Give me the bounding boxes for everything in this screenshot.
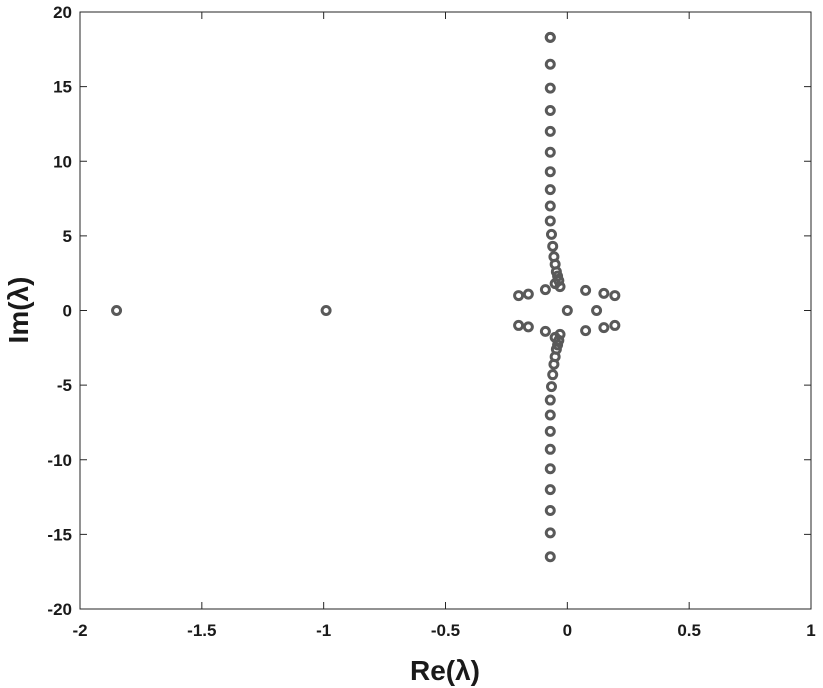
- data-point: [554, 328, 566, 340]
- x-axis-label: Re(λ): [410, 655, 480, 686]
- x-tick-label: 1: [806, 621, 815, 640]
- y-tick-label: -20: [47, 600, 72, 619]
- y-tick-label: 10: [53, 152, 72, 171]
- data-point: [320, 305, 332, 316]
- data-point: [522, 321, 534, 333]
- data-point: [609, 290, 621, 302]
- data-points: [111, 31, 621, 563]
- x-tick-label: 0: [563, 621, 572, 640]
- y-tick-label: 15: [53, 78, 72, 97]
- data-point: [544, 215, 556, 227]
- data-point: [580, 325, 592, 337]
- data-point: [544, 125, 556, 137]
- data-point: [544, 166, 556, 178]
- data-point: [544, 443, 556, 455]
- y-tick-label: 5: [63, 227, 72, 246]
- data-point: [547, 240, 559, 252]
- data-point: [544, 551, 556, 563]
- data-point: [522, 288, 534, 300]
- data-point: [545, 381, 557, 393]
- y-tick-label: -15: [47, 525, 72, 544]
- data-point: [580, 284, 592, 296]
- data-point: [598, 287, 610, 299]
- data-point: [544, 504, 556, 516]
- data-point: [111, 305, 123, 316]
- y-tick-label: -10: [47, 451, 72, 470]
- x-tick-label: -1.5: [187, 621, 216, 640]
- data-point: [591, 305, 603, 316]
- y-axis-ticks: 20 15 10 5 0 -5 -10 -15 -20: [47, 3, 811, 619]
- data-point: [544, 146, 556, 158]
- x-tick-label: -1: [316, 621, 331, 640]
- data-point: [544, 394, 556, 406]
- y-tick-label: -5: [57, 376, 72, 395]
- x-tick-label: -2: [72, 621, 87, 640]
- data-point: [544, 105, 556, 117]
- x-axis-ticks: -2 -1.5 -1 -0.5 0 0.5 1: [72, 12, 816, 640]
- data-point: [609, 319, 621, 331]
- data-point: [554, 281, 566, 293]
- data-point: [544, 425, 556, 437]
- data-point: [544, 200, 556, 212]
- y-axis-label: Im(λ): [3, 277, 34, 344]
- data-point: [544, 184, 556, 196]
- data-point: [544, 409, 556, 421]
- data-point: [598, 322, 610, 334]
- data-point: [544, 58, 556, 70]
- data-point: [539, 325, 551, 337]
- y-tick-label: 20: [53, 3, 72, 22]
- data-point: [513, 290, 525, 302]
- x-tick-label: 0.5: [677, 621, 701, 640]
- plot-area: [79, 11, 812, 610]
- data-point: [544, 82, 556, 94]
- data-point: [545, 228, 557, 240]
- y-tick-label: 0: [63, 302, 72, 321]
- data-point: [561, 305, 573, 316]
- data-point: [539, 284, 551, 296]
- x-tick-label: -0.5: [431, 621, 460, 640]
- data-point: [544, 527, 556, 539]
- data-point: [513, 319, 525, 331]
- data-point: [544, 463, 556, 475]
- data-point: [544, 484, 556, 496]
- data-point: [544, 31, 556, 43]
- data-point: [547, 369, 559, 381]
